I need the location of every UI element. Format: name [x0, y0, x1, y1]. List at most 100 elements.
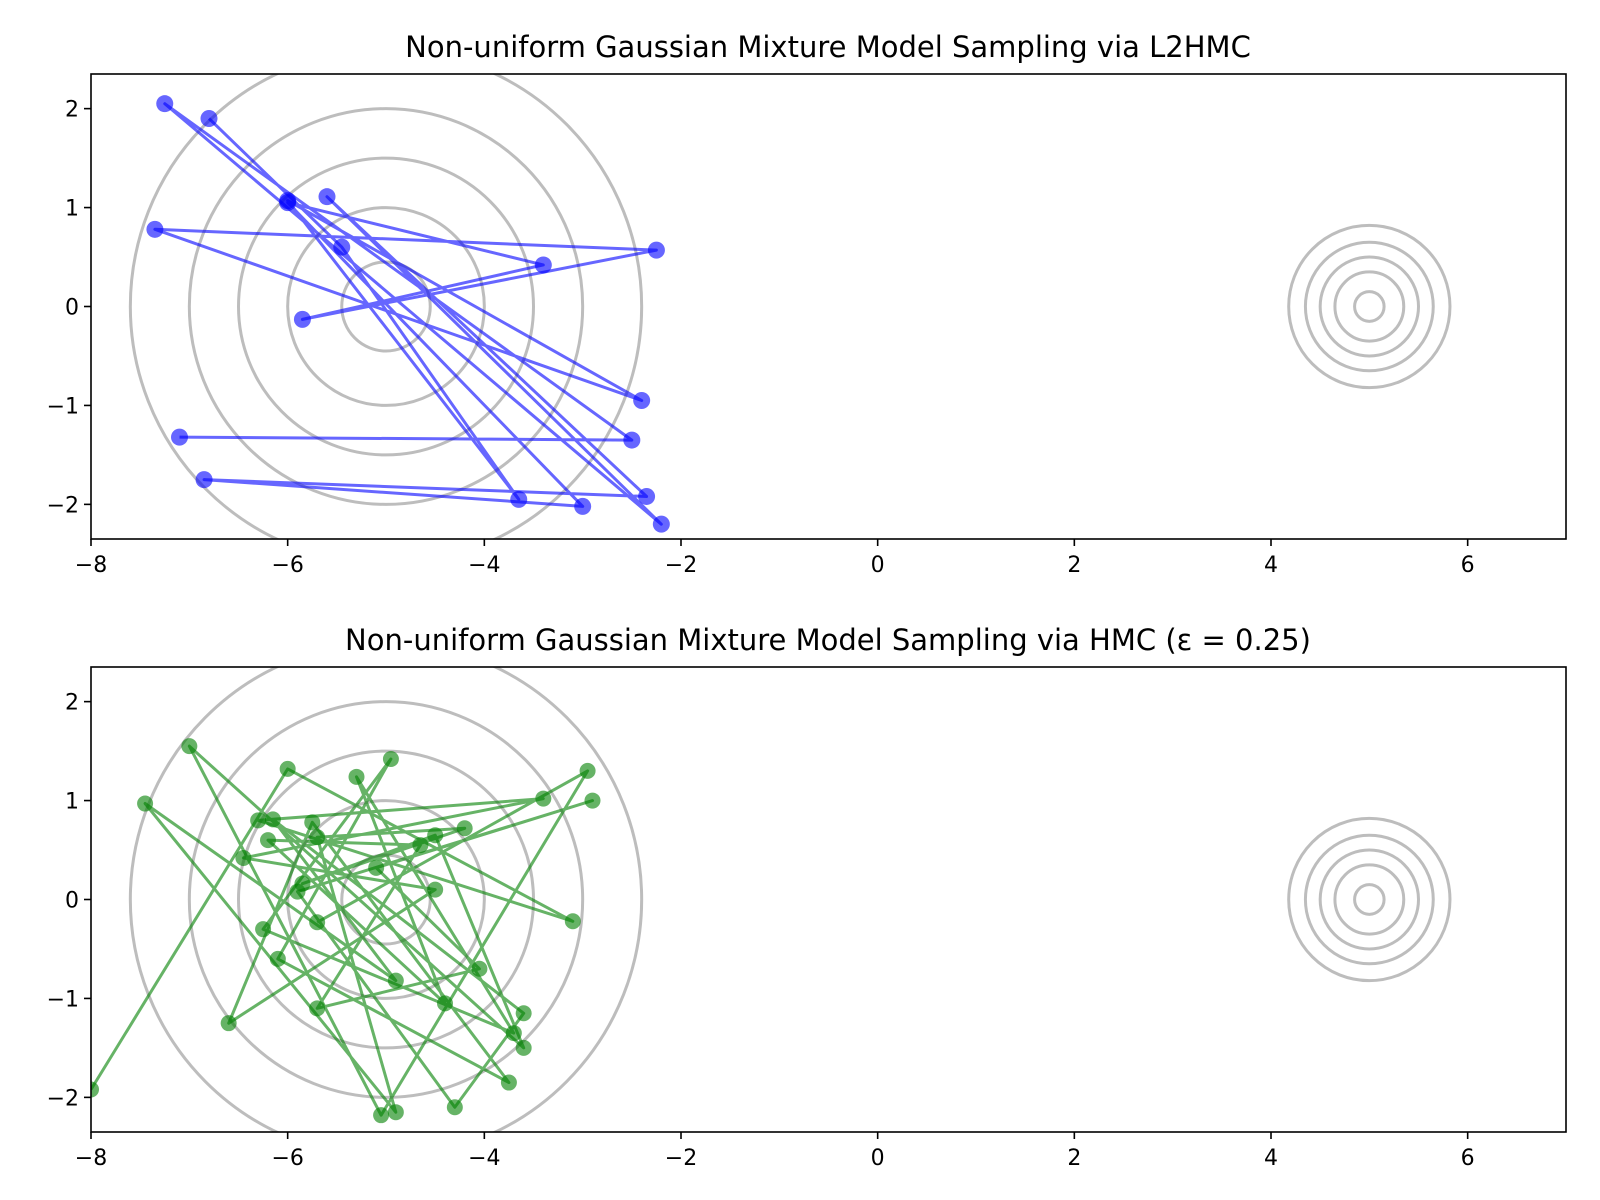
sample-point [387, 972, 404, 989]
sample-point [137, 795, 154, 812]
contour-ring-1-3 [1303, 833, 1435, 966]
sample-point [293, 310, 311, 328]
l2hmc-trajectory [146, 95, 670, 533]
sample-point [471, 960, 488, 977]
sample-point [534, 256, 552, 274]
contour-ring-0-3 [187, 107, 585, 506]
sample-point [564, 913, 581, 930]
contour-ring-0-3 [187, 700, 585, 1099]
sample-point [579, 762, 596, 779]
trajectory-line [91, 744, 594, 1117]
y-tick-label: −2 [47, 493, 79, 518]
sample-point [318, 188, 336, 206]
contour-ring-1-0 [1353, 290, 1386, 323]
hmc-title: Non-uniform Gaussian Mixture Model Sampl… [345, 623, 1311, 657]
sample-point [510, 490, 528, 508]
y-tick-label: −2 [47, 1086, 79, 1111]
sample-point [255, 921, 272, 938]
y-tick-label: −1 [47, 987, 79, 1012]
contour-ring-1-1 [1333, 270, 1406, 343]
sample-point [638, 487, 656, 505]
sample-point [647, 241, 665, 259]
contour-ring-1-4 [1287, 223, 1452, 390]
sample-point [250, 812, 267, 829]
sample-point [574, 497, 592, 515]
sample-point [515, 1039, 532, 1056]
sample-point [515, 1005, 532, 1022]
contour-ring-1-2 [1318, 848, 1421, 951]
sample-point [412, 837, 429, 854]
sample-point [368, 859, 385, 876]
sample-point [91, 1081, 99, 1098]
sample-point [220, 1015, 237, 1032]
sample-point [260, 832, 276, 849]
sample-point [623, 431, 641, 449]
sample-point [235, 849, 252, 866]
x-tick-label: 0 [871, 553, 885, 578]
sample-point [500, 1074, 517, 1091]
x-tick-label: 6 [1461, 553, 1475, 578]
sample-point [348, 768, 365, 785]
contour-ring-0-4 [128, 74, 644, 539]
x-tick-label: −6 [271, 1146, 303, 1171]
hmc-x-axis: −8 −6 −4 −2 0 2 4 6 [75, 1132, 1475, 1171]
sample-point [633, 391, 651, 409]
sample-point [584, 792, 601, 809]
hmc-contours [128, 667, 1452, 1132]
l2hmc-panel: Non-uniform Gaussian Mixture Model Sampl… [47, 30, 1567, 578]
sample-point [264, 811, 281, 828]
contour-ring-0-2 [237, 156, 535, 457]
sample-point [427, 881, 444, 898]
sample-point [382, 751, 399, 768]
sample-point [446, 1099, 463, 1116]
sample-point [181, 738, 198, 755]
sample-point [456, 820, 473, 837]
x-tick-label: 2 [1067, 1146, 1081, 1171]
x-tick-label: −8 [75, 553, 107, 578]
l2hmc-title: Non-uniform Gaussian Mixture Model Sampl… [405, 30, 1251, 64]
contour-ring-1-0 [1353, 883, 1386, 916]
sample-point [269, 950, 286, 967]
x-tick-label: −2 [665, 553, 697, 578]
hmc-y-axis: −2 −1 0 1 2 [47, 691, 91, 1111]
sample-point [535, 790, 552, 807]
x-tick-label: −6 [271, 553, 303, 578]
y-tick-label: −1 [47, 394, 79, 419]
l2hmc-x-axis: −8 −6 −4 −2 0 2 4 6 [75, 539, 1475, 578]
contour-ring-1-2 [1318, 255, 1421, 358]
sample-point [304, 814, 321, 831]
x-tick-label: 4 [1264, 1146, 1278, 1171]
sample-point [195, 471, 213, 489]
contour-ring-0-4 [128, 667, 644, 1132]
sample-point [279, 194, 297, 212]
sample-point [200, 110, 218, 128]
sample-point [427, 827, 444, 844]
sample-point [309, 1000, 326, 1017]
sample-point [171, 428, 188, 446]
contour-ring-0-1 [286, 799, 486, 1000]
contour-ring-1-4 [1287, 816, 1452, 983]
contour-ring-1-3 [1303, 240, 1435, 373]
y-tick-label: 0 [65, 296, 79, 321]
hmc-trajectory [91, 738, 601, 1124]
l2hmc-contours [128, 74, 1452, 539]
x-tick-label: 4 [1264, 553, 1278, 578]
sample-point [279, 760, 296, 777]
sample-point [652, 515, 670, 533]
y-tick-label: 2 [65, 98, 79, 123]
y-tick-label: 1 [65, 197, 79, 222]
hmc-panel: Non-uniform Gaussian Mixture Model Sampl… [47, 623, 1567, 1171]
x-tick-label: 0 [871, 1146, 885, 1171]
sample-point [505, 1025, 522, 1042]
contour-ring-0-1 [286, 206, 486, 407]
x-tick-label: −2 [665, 1146, 697, 1171]
l2hmc-y-axis: −2 −1 0 1 2 [47, 98, 91, 518]
sample-point [387, 1104, 404, 1121]
sample-point [333, 238, 351, 256]
sample-point [437, 995, 453, 1012]
sample-point [309, 829, 326, 846]
y-tick-label: 1 [65, 790, 79, 815]
l2hmc-plot-frame [90, 73, 1567, 540]
sample-point [309, 914, 326, 931]
x-tick-label: 2 [1067, 553, 1081, 578]
